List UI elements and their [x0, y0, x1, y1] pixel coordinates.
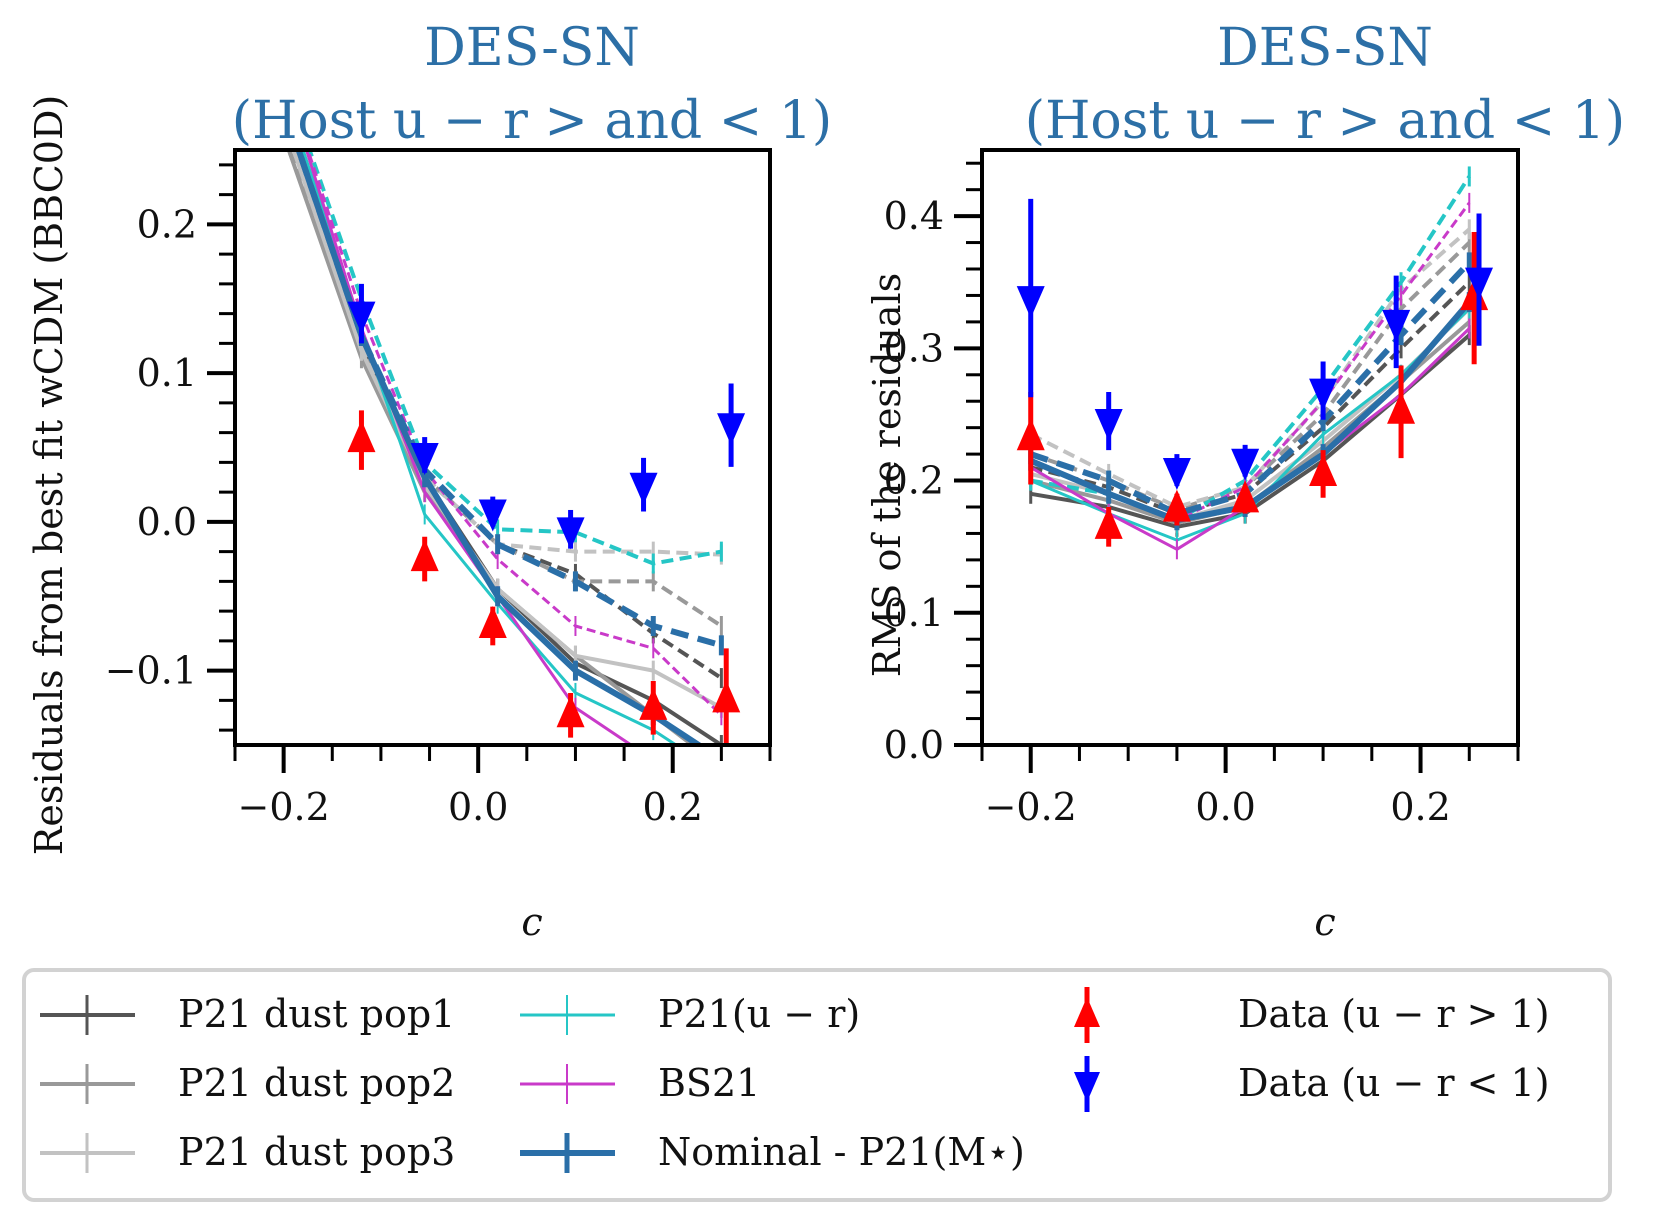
right-data-marker — [1094, 409, 1123, 442]
legend-handle-marker — [1074, 1072, 1100, 1102]
right-axes-frame — [980, 148, 1520, 747]
right-data-marker — [1162, 489, 1191, 522]
left-series-line — [286, 150, 723, 680]
left-data-marker — [410, 442, 439, 475]
left-plot-area — [286, 150, 746, 745]
right-data-marker — [1016, 418, 1045, 451]
legend: P21 dust pop1 P21 dust pop2 P21 dust pop… — [22, 968, 1612, 1202]
left-series-line — [291, 150, 722, 557]
right-data-marker — [1016, 286, 1045, 319]
left-xtick-label: 0.2 — [643, 785, 703, 829]
left-data-marker — [347, 301, 376, 334]
right-data-marker — [1309, 378, 1338, 411]
left-xtick-label: −0.2 — [237, 785, 329, 829]
left-data-marker — [712, 680, 741, 713]
right-xtick-label: 0.2 — [1390, 785, 1450, 829]
left-series-line — [295, 150, 705, 745]
left-data-marker — [556, 695, 585, 728]
right-title-line2: (Host u − r > and < 1) — [1025, 91, 1625, 151]
right-data-marker — [1162, 457, 1191, 490]
right-ylabel: RMS of the residuals — [865, 273, 909, 677]
left-data-marker — [639, 687, 668, 720]
left-data-marker — [410, 539, 439, 572]
right-data-marker — [1094, 506, 1123, 539]
left-data-marker — [478, 606, 507, 638]
left-title-line1: DES-SN — [424, 18, 640, 78]
legend-frame — [22, 968, 1612, 1202]
right-xtick-label: −0.2 — [985, 785, 1077, 829]
left-xtick-label: 0.0 — [448, 785, 508, 829]
right-data-marker — [1231, 448, 1260, 481]
legend-label-bs21: BS21 — [658, 1061, 760, 1105]
left-series-line — [304, 150, 634, 745]
legend-label-nominal: Nominal - P21(M⋆) — [658, 1130, 1025, 1174]
left-xlabel: c — [521, 900, 542, 944]
legend-label-pop3: P21 dust pop3 — [178, 1130, 455, 1174]
left-ytick-label: 0.1 — [137, 351, 197, 395]
right-xlabel: c — [1314, 900, 1335, 944]
right-title-line1: DES-SN — [1217, 18, 1433, 78]
right-data-marker — [1465, 267, 1494, 300]
legend-label-p21ur: P21(u − r) — [658, 992, 860, 1036]
left-axes-frame — [233, 148, 772, 747]
right-data-marker — [1382, 309, 1411, 342]
right-ytick-label: 0.1 — [884, 591, 944, 635]
legend-handle-marker — [1074, 997, 1100, 1027]
right-xtick-label: 0.0 — [1195, 785, 1255, 829]
left-ytick-label: −0.1 — [105, 649, 197, 693]
left-title-line2: (Host u − r > and < 1) — [232, 91, 832, 151]
legend-label-data-blue: Data (u − r < 1) — [1238, 1061, 1550, 1105]
legend-label-pop2: P21 dust pop2 — [178, 1061, 455, 1105]
right-ytick-label: 0.2 — [884, 459, 944, 503]
legend-label-pop1: P21 dust pop1 — [178, 992, 455, 1036]
left-ytick-label: 0.2 — [137, 202, 197, 246]
left-plot: −0.2 0.0 0.2 −0.1 0.0 0.1 0.2 — [105, 148, 772, 829]
right-ytick-label: 0.0 — [884, 723, 944, 767]
left-data-marker — [556, 517, 585, 550]
right-ytick-label: 0.4 — [884, 194, 944, 238]
left-ytick-label: 0.0 — [137, 500, 197, 544]
left-data-marker — [478, 499, 507, 532]
left-series-line — [287, 150, 723, 628]
right-data-marker — [1231, 480, 1260, 513]
right-data-marker — [1309, 453, 1338, 486]
right-plot: −0.2 0.0 0.2 0.0 0.1 0.2 0.3 0.4 — [884, 148, 1520, 829]
right-plot-area — [1016, 166, 1494, 560]
right-ytick-label: 0.3 — [884, 326, 944, 370]
left-data-marker — [717, 413, 746, 446]
left-data-marker — [629, 472, 658, 505]
left-ylabel: Residuals from best fit wCDM (BBC0D) — [27, 95, 71, 856]
legend-label-data-red: Data (u − r > 1) — [1238, 992, 1550, 1036]
left-data-marker — [347, 420, 376, 453]
right-data-marker — [1387, 391, 1416, 424]
